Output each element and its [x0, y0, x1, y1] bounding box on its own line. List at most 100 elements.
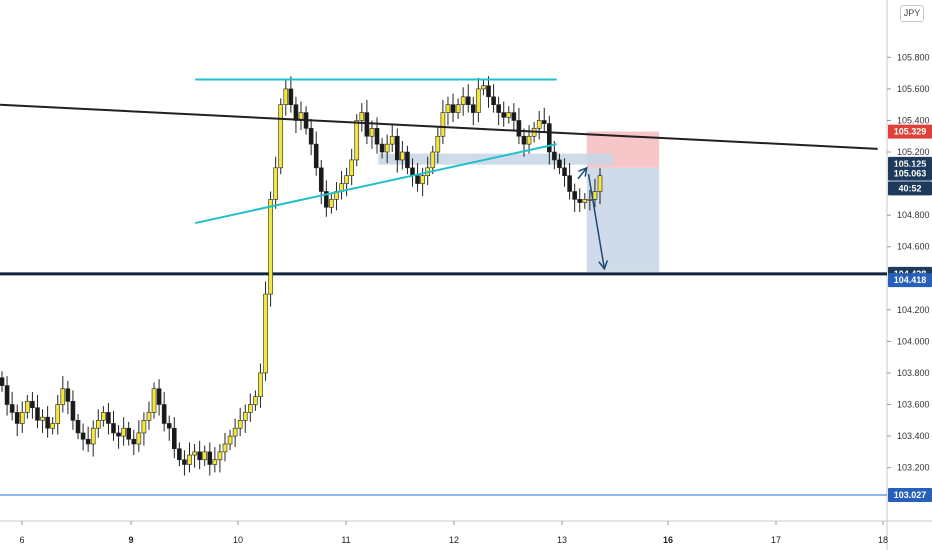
bullish-candle — [121, 427, 126, 437]
bearish-candle — [197, 451, 202, 461]
bearish-candle — [394, 135, 400, 161]
bullish-candle — [217, 451, 223, 461]
price-tag-label: 105.125 — [894, 159, 927, 169]
bullish-candle — [90, 427, 96, 445]
bullish-candle — [95, 420, 101, 429]
bearish-candle — [0, 377, 5, 386]
bearish-candle — [207, 451, 213, 465]
bearish-candle — [172, 427, 177, 450]
bearish-candle — [177, 448, 182, 461]
bearish-candle — [318, 167, 324, 192]
price-tick-label: 105.800 — [897, 52, 930, 62]
arrow-up — [577, 167, 588, 180]
price-tick-label: 105.600 — [897, 84, 930, 94]
price-tick-label: 103.800 — [897, 368, 930, 378]
bullish-candle — [232, 427, 238, 437]
bearish-candle — [111, 423, 116, 434]
bullish-candle — [430, 151, 436, 169]
bearish-candle — [116, 432, 121, 437]
bearish-candle — [405, 151, 410, 169]
bullish-candle — [384, 143, 390, 153]
bearish-candle — [30, 401, 35, 408]
price-tick-label: 104.800 — [897, 210, 930, 220]
bearish-candle — [293, 104, 299, 121]
arrow-up-head — [578, 166, 588, 177]
rising-trendline — [194, 143, 557, 225]
bearish-candle — [85, 438, 91, 445]
supply-zone — [378, 153, 614, 165]
bullish-candle — [50, 423, 55, 429]
bearish-candle — [577, 199, 583, 203]
bullish-candle — [60, 388, 66, 405]
bullish-candle — [526, 135, 532, 145]
bullish-candle — [242, 412, 248, 421]
time-tick-label: 17 — [771, 535, 781, 545]
price-tag-label: 105.063 — [894, 169, 927, 179]
bullish-candle — [344, 175, 349, 184]
price-tag-label: 105.329 — [894, 127, 927, 137]
bearish-candle — [450, 104, 456, 113]
bearish-candle — [313, 143, 319, 169]
bullish-candle — [278, 104, 284, 169]
price-tag — [888, 487, 932, 502]
bullish-candle — [506, 112, 512, 118]
bearish-candle — [308, 128, 314, 145]
bullish-candle — [151, 388, 157, 413]
currency-badge[interactable]: JPY — [900, 5, 924, 22]
time-tick-label: 11 — [341, 535, 350, 545]
bullish-candle — [455, 104, 461, 113]
bullish-candle — [222, 443, 228, 453]
bullish-candle — [597, 175, 603, 192]
bearish-candle — [131, 438, 137, 445]
bullish-candle — [227, 435, 233, 445]
price-tick-label: 104.200 — [897, 305, 930, 315]
bullish-candle — [369, 128, 375, 137]
bullish-candle — [253, 396, 258, 405]
bearish-candle — [547, 123, 552, 153]
price-tick-label: 105.200 — [897, 147, 930, 157]
price-tick-label: 105.400 — [897, 115, 930, 125]
bullish-candle — [354, 120, 360, 161]
price-tag-label: 40:52 — [898, 183, 921, 193]
bullish-candle — [268, 199, 273, 295]
bullish-candle — [536, 120, 542, 129]
price-tag-label: 103.027 — [894, 490, 927, 500]
bearish-candle — [324, 191, 329, 208]
bearish-candle — [161, 404, 167, 424]
bullish-candle — [146, 412, 152, 421]
bearish-candle — [9, 404, 15, 413]
bullish-candle — [273, 167, 278, 200]
time-tick-label: 16 — [663, 535, 673, 545]
bearish-candle — [557, 159, 562, 169]
bullish-candle — [389, 135, 395, 145]
bullish-candle — [141, 420, 147, 434]
bearish-candle — [415, 175, 420, 184]
price-tick-label: 104.600 — [897, 242, 930, 252]
bearish-candle — [182, 459, 187, 465]
bullish-candle — [248, 404, 253, 413]
bearish-candle — [562, 167, 567, 177]
bearish-candle — [567, 175, 572, 192]
bearish-candle — [80, 432, 86, 440]
bullish-candle — [592, 191, 598, 200]
bearish-candle — [471, 104, 476, 113]
bullish-candle — [359, 112, 365, 121]
bullish-candle — [55, 404, 61, 424]
time-tick-label: 9 — [128, 535, 133, 545]
bearish-candle — [65, 388, 71, 402]
bullish-candle — [202, 451, 208, 461]
bullish-candle — [445, 104, 451, 113]
bearish-candle — [379, 143, 385, 153]
bearish-candle — [75, 420, 81, 434]
bullish-candle — [460, 96, 466, 105]
bearish-candle — [541, 120, 547, 124]
bearish-candle — [516, 120, 522, 137]
bearish-candle — [501, 112, 507, 118]
price-tick-label: 103.600 — [897, 400, 930, 410]
bearish-candle — [106, 412, 111, 424]
bearish-candle — [374, 128, 380, 145]
bullish-candle — [283, 88, 289, 105]
arrow-down — [587, 174, 606, 269]
bullish-candle — [19, 412, 25, 424]
